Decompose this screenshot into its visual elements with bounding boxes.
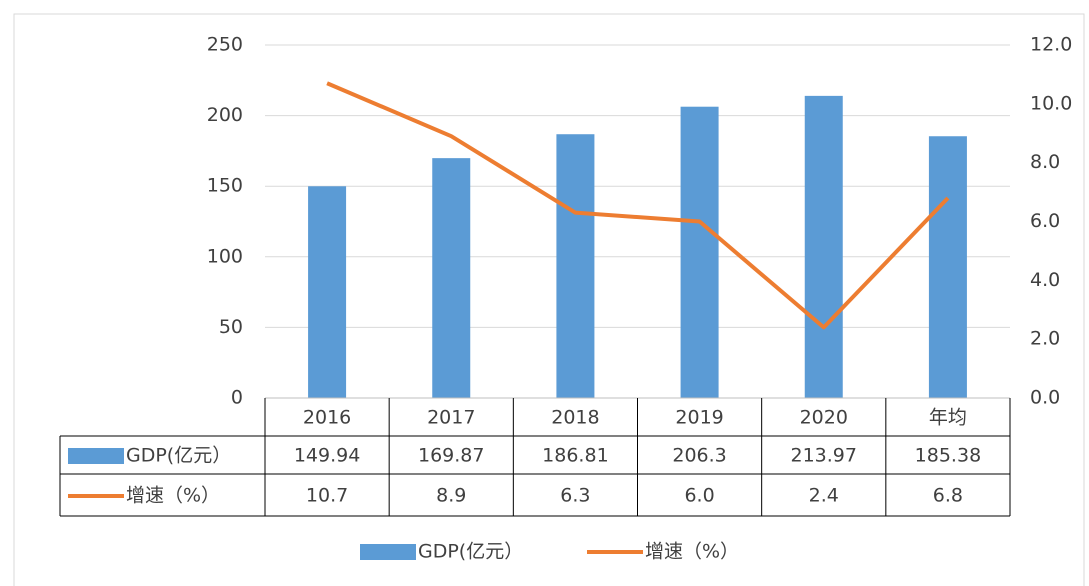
- y-tick-label: 150: [207, 175, 243, 197]
- table-value: 213.97: [791, 445, 857, 467]
- bar: [308, 186, 347, 398]
- y-tick-label: 250: [207, 34, 243, 56]
- table-series-name: 增速（%）: [126, 485, 220, 507]
- x-tick-label: 2016: [303, 407, 351, 429]
- table-key: [68, 448, 124, 464]
- y2-tick-label: 0.0: [1030, 387, 1060, 409]
- y2-tick-label: 12.0: [1030, 34, 1072, 56]
- table-value: 206.3: [672, 445, 726, 467]
- table-value: 169.87: [418, 445, 484, 467]
- y2-tick-label: 2.0: [1030, 328, 1060, 350]
- x-tick-label: 2018: [551, 407, 599, 429]
- table-value: 6.0: [684, 485, 714, 507]
- bar: [432, 158, 471, 398]
- bar: [804, 95, 843, 398]
- table-value: 10.7: [306, 485, 348, 507]
- bar: [556, 134, 595, 398]
- y-tick-label: 50: [219, 316, 243, 338]
- y2-tick-label: 10.0: [1030, 92, 1072, 114]
- x-tick-label: 年均: [929, 407, 967, 429]
- table-value: 186.81: [542, 445, 608, 467]
- table-value: 185.38: [915, 445, 981, 467]
- table-value: 149.94: [294, 445, 360, 467]
- line: [326, 81, 950, 330]
- table-value: 8.9: [436, 485, 466, 507]
- bar: [680, 106, 719, 398]
- y2-tick-label: 4.0: [1030, 269, 1060, 291]
- x-tick-label: 2017: [427, 407, 475, 429]
- x-tick-label: 2020: [800, 407, 848, 429]
- y-tick-label: 200: [207, 104, 243, 126]
- legend-label: GDP(亿元）: [418, 541, 523, 563]
- x-tick-label: 2019: [675, 407, 723, 429]
- y2-tick-label: 8.0: [1030, 151, 1060, 173]
- chart-border: [13, 13, 1085, 586]
- table-series-name: GDP(亿元）: [126, 445, 231, 467]
- y-tick-label: 100: [207, 245, 243, 267]
- y2-tick-label: 6.0: [1030, 210, 1060, 232]
- y-tick-label: 0: [231, 387, 243, 409]
- table-value: 6.8: [933, 485, 963, 507]
- legend-key: [360, 544, 416, 560]
- legend-label: 增速（%）: [645, 541, 739, 563]
- table-value: 6.3: [560, 485, 590, 507]
- table-value: 2.4: [809, 485, 839, 507]
- bar: [928, 136, 967, 398]
